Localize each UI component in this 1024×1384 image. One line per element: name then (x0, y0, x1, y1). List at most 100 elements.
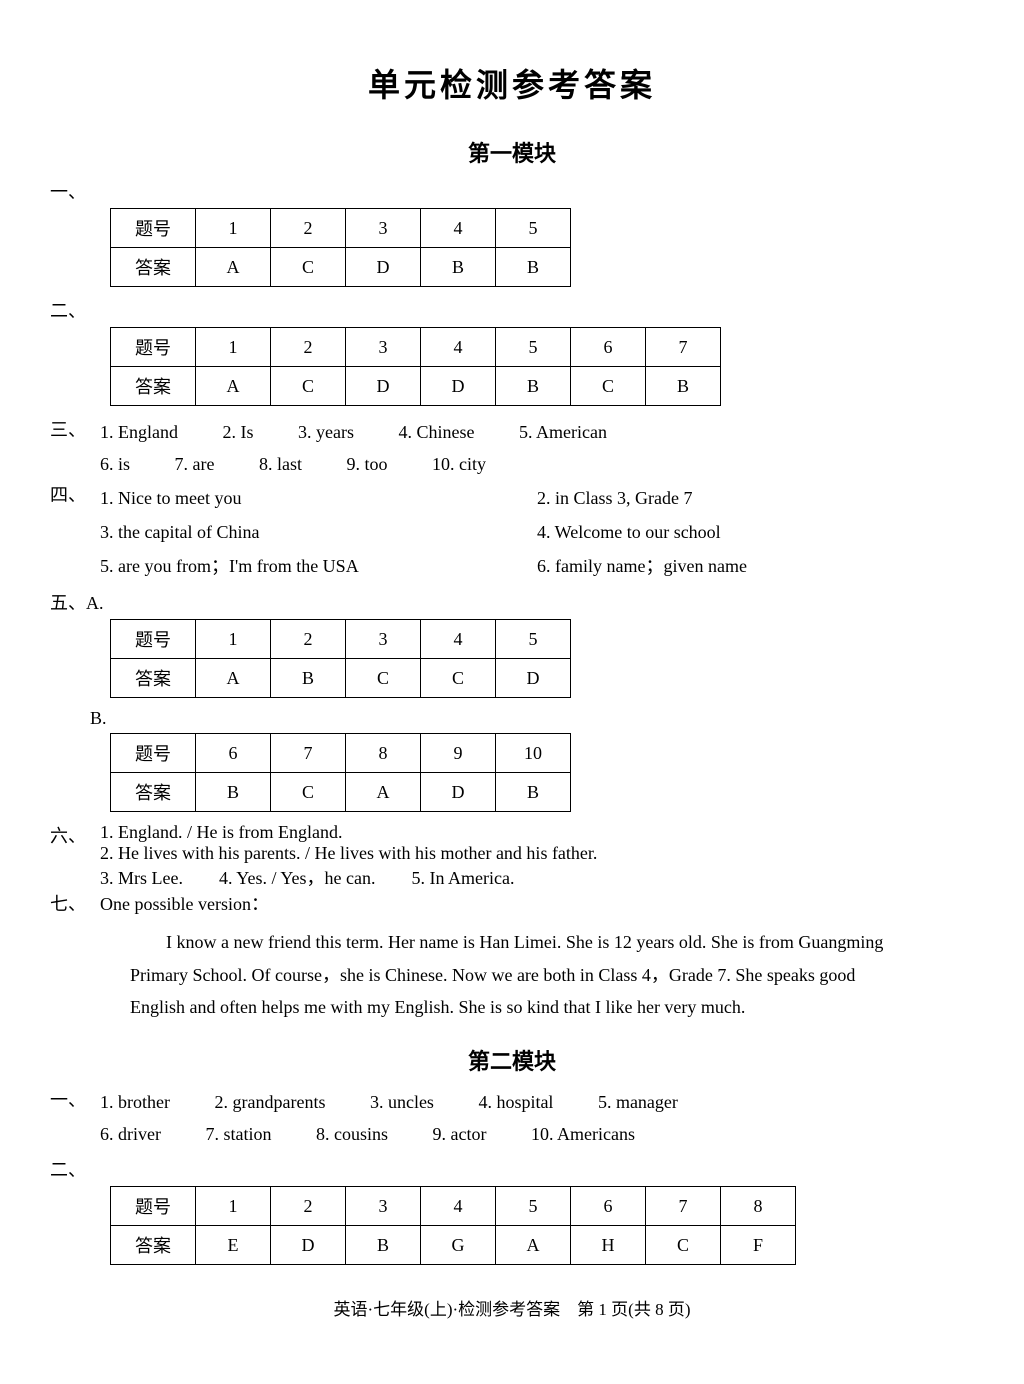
section-2-tag: 二、 (50, 297, 974, 323)
list-item: 7. station (205, 1118, 271, 1150)
cell: B (421, 248, 496, 287)
cell: 2 (271, 209, 346, 248)
cell: H (571, 1226, 646, 1265)
cell: D (421, 773, 496, 812)
list-item: 5. manager (598, 1086, 678, 1118)
cell: 1 (196, 620, 271, 659)
cell: 5 (496, 620, 571, 659)
list-item: 1. England. / He is from England. (100, 822, 974, 843)
table-header: 题号 (111, 734, 196, 773)
module1-label: 第一模块 (50, 136, 974, 168)
cell: 9 (421, 734, 496, 773)
list-item: 1. brother (100, 1086, 170, 1118)
list-item: 3. years (298, 416, 354, 448)
list-item: 5. American (519, 416, 607, 448)
table-ans-header: 答案 (111, 1226, 196, 1265)
cell: 7 (646, 328, 721, 367)
cell: 3 (346, 1187, 421, 1226)
list-item: 10. city (432, 448, 486, 480)
cell: 5 (496, 1187, 571, 1226)
list-item: 5. are you from；I'm from the USA (100, 549, 537, 583)
cell: 6 (571, 1187, 646, 1226)
cell: 7 (271, 734, 346, 773)
cell: 4 (421, 209, 496, 248)
cell: D (421, 367, 496, 406)
m2-section-1-items: 1. brother 2. grandparents 3. uncles 4. … (100, 1086, 718, 1151)
section-6-items: 1. England. / He is from England. 2. He … (100, 822, 974, 890)
cell: B (496, 367, 571, 406)
m2-section-2-tag: 二、 (50, 1156, 974, 1182)
list-item: 6. family name；given name (537, 549, 974, 583)
cell: 4 (421, 1187, 496, 1226)
cell: D (496, 659, 571, 698)
cell: 5 (496, 328, 571, 367)
list-item: 7. are (175, 448, 215, 480)
cell: 2 (271, 328, 346, 367)
cell: C (346, 659, 421, 698)
table-header: 题号 (111, 1187, 196, 1226)
cell: C (271, 248, 346, 287)
section-5a-tag: 五、A. (50, 589, 974, 615)
module2-label: 第二模块 (50, 1044, 974, 1076)
cell: B (646, 367, 721, 406)
m2-section-1-tag: 一、 (50, 1086, 100, 1112)
section-1-tag: 一、 (50, 178, 974, 204)
list-item: 10. Americans (531, 1118, 635, 1150)
table-header: 题号 (111, 620, 196, 659)
cell: 1 (196, 328, 271, 367)
cell: 10 (496, 734, 571, 773)
cell (721, 367, 796, 406)
cell: D (346, 367, 421, 406)
cell: A (196, 248, 271, 287)
page-footer: 英语·七年级(上)·检测参考答案 第 1 页(共 8 页) (50, 1295, 974, 1320)
cell: B (496, 248, 571, 287)
section-3-items: 1. England 2. Is 3. years 4. Chinese 5. … (100, 416, 647, 481)
cell: A (346, 773, 421, 812)
list-item: 2. in Class 3, Grade 7 (537, 481, 974, 515)
cell: C (421, 659, 496, 698)
cell: 2 (271, 1187, 346, 1226)
cell: B (496, 773, 571, 812)
cell: A (496, 1226, 571, 1265)
table-5b: 题号 6 7 8 9 10 答案 B C A D B (110, 733, 571, 812)
cell: D (346, 248, 421, 287)
cell: F (721, 1226, 796, 1265)
cell: 6 (196, 734, 271, 773)
section-6-tag: 六、 (50, 822, 100, 848)
cell: B (271, 659, 346, 698)
table-ans-header: 答案 (111, 248, 196, 287)
list-item: 6. is (100, 448, 130, 480)
table-5a: 题号 1 2 3 4 5 答案 A B C C D (110, 619, 571, 698)
list-item: 4. Chinese (398, 416, 474, 448)
section-4-items: 1. Nice to meet you 2. in Class 3, Grade… (100, 481, 974, 584)
list-item: 4. hospital (478, 1086, 553, 1118)
cell: 3 (346, 328, 421, 367)
cell: A (196, 659, 271, 698)
list-item: 1. England (100, 416, 178, 448)
list-item: 3. uncles (370, 1086, 434, 1118)
list-item: 1. Nice to meet you (100, 481, 537, 515)
cell: E (196, 1226, 271, 1265)
cell (721, 328, 796, 367)
cell: 3 (346, 209, 421, 248)
cell: 8 (346, 734, 421, 773)
cell: C (571, 367, 646, 406)
cell: 3 (346, 620, 421, 659)
section-5b-tag: B. (90, 708, 974, 729)
table-ans-header: 答案 (111, 367, 196, 406)
table-2: 题号 1 2 3 4 5 6 7 答案 A C D D B C B (110, 327, 796, 406)
list-item: 2. He lives with his parents. / He lives… (100, 843, 974, 864)
cell: G (421, 1226, 496, 1265)
list-item: 8. cousins (316, 1118, 388, 1150)
cell: 1 (196, 209, 271, 248)
section-4-tag: 四、 (50, 481, 100, 507)
section-7-intro: One possible version： (100, 890, 269, 916)
table-ans-header: 答案 (111, 773, 196, 812)
cell: 7 (646, 1187, 721, 1226)
list-item: 3. the capital of China (100, 515, 537, 549)
cell: C (271, 773, 346, 812)
cell: 2 (271, 620, 346, 659)
list-item: 2. grandparents (214, 1086, 325, 1118)
cell: 4 (421, 620, 496, 659)
list-item: 2. Is (223, 416, 254, 448)
